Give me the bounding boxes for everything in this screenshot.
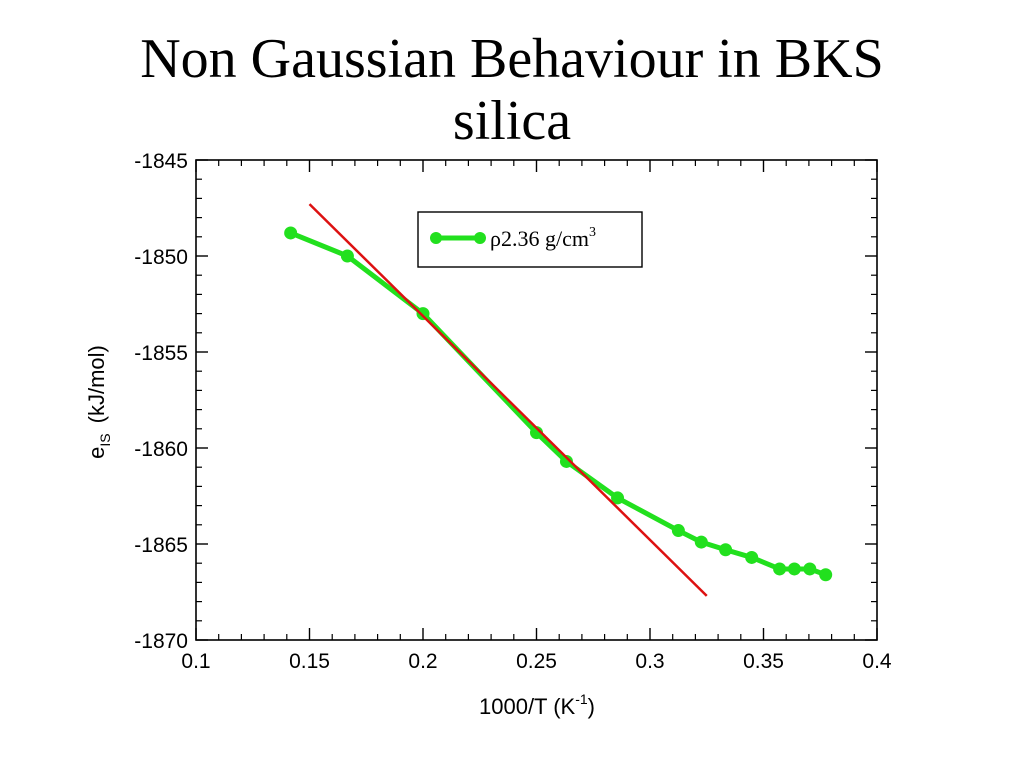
y-tick-label: -1845 — [134, 150, 188, 173]
tick-labels: 0.1 0.15 0.2 0.25 0.3 0.35 0.4 -1870 -1865 -1860 -… — [134, 150, 892, 673]
slide-title-line1: Non Gaussian Behaviour in BKS — [140, 28, 884, 90]
data-point — [694, 535, 708, 549]
legend: ρ2.36 g/cm3 — [417, 211, 643, 268]
legend-label-sup: 3 — [589, 225, 596, 240]
legend-label-text: 2.36 g/cm — [501, 226, 589, 251]
y-tick-label: -1865 — [134, 534, 188, 557]
y-tick-label: -1870 — [134, 630, 188, 653]
plot-frame — [195, 159, 878, 641]
y-axis-label-sub: IS — [97, 433, 113, 446]
data-point — [416, 307, 430, 321]
data-point — [671, 524, 685, 538]
x-tick-label: 0.1 — [181, 650, 210, 673]
legend-label: ρ2.36 g/cm3 — [490, 225, 596, 251]
axis-ticks — [195, 159, 878, 641]
series-line — [289, 230, 827, 578]
x-axis-label-close: ) — [588, 694, 595, 719]
x-tick-label: 0.3 — [635, 650, 664, 673]
y-axis-label-e: e — [84, 447, 109, 459]
x-axis-label-sup: -1 — [575, 691, 588, 707]
data-point — [787, 562, 801, 576]
y-axis-label: eIS (kJ/mol) — [84, 345, 113, 459]
data-point — [803, 562, 817, 576]
legend-swatch-marker — [430, 232, 442, 244]
data-point — [819, 568, 833, 582]
data-point — [745, 550, 759, 564]
data-point — [559, 454, 573, 468]
fit-line — [308, 203, 708, 597]
y-axis-label-unit: (kJ/mol) — [84, 345, 109, 423]
data-point — [284, 226, 298, 240]
legend-label-symbol: ρ — [490, 226, 501, 251]
x-tick-label: 0.35 — [743, 650, 784, 673]
data-point — [530, 426, 543, 440]
data-point — [719, 543, 733, 557]
series-layer — [284, 226, 833, 582]
y-tick-label: -1855 — [134, 342, 188, 365]
x-axis-label: 1000/T (K-1) — [479, 691, 595, 719]
x-tick-label: 0.15 — [289, 650, 330, 673]
slide-title: Non Gaussian Behaviour in BKS silica — [0, 28, 1024, 152]
legend-swatch-marker — [474, 232, 486, 244]
data-point — [340, 249, 354, 263]
x-tick-label: 0.2 — [408, 650, 437, 673]
data-point — [611, 491, 625, 505]
x-axis-label-main: 1000/T (K — [479, 694, 576, 719]
y-tick-label: -1850 — [134, 246, 188, 269]
x-tick-label: 0.25 — [516, 650, 557, 673]
data-point — [773, 562, 787, 576]
y-tick-label: -1860 — [134, 438, 188, 461]
x-tick-label: 0.4 — [862, 650, 892, 673]
slide-title-line2: silica — [452, 90, 572, 152]
